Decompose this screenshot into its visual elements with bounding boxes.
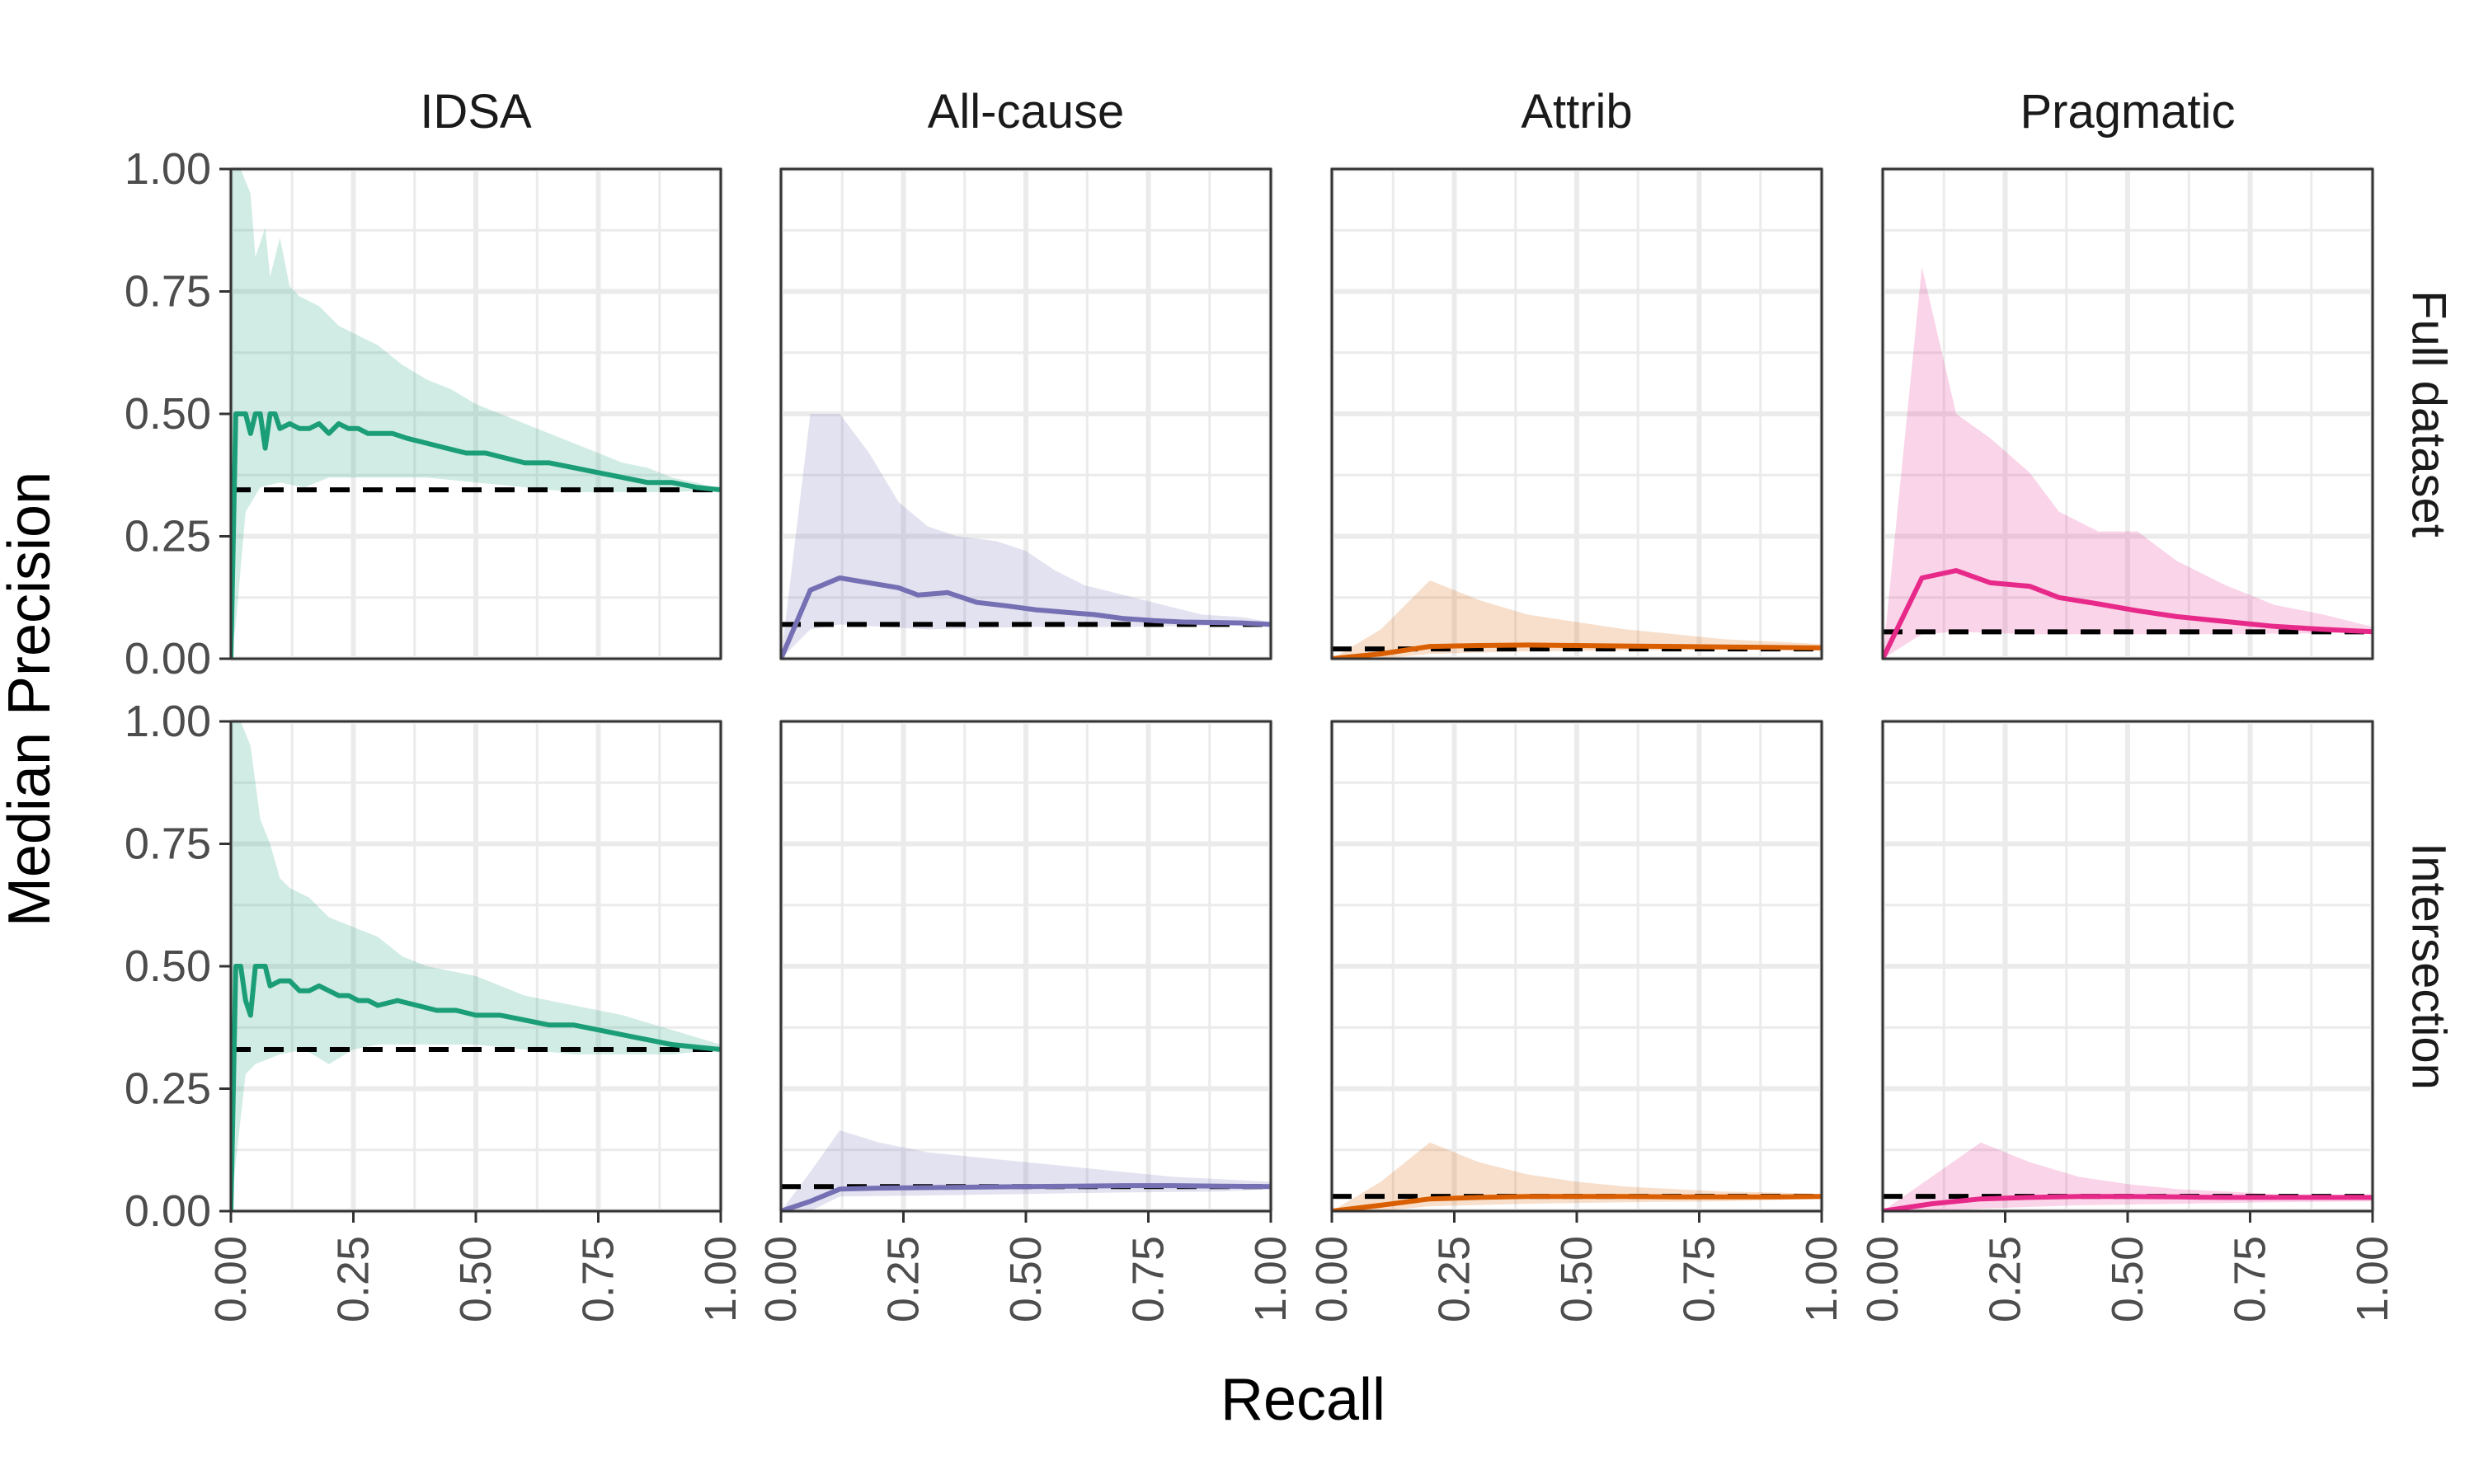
- x-tick-label: 0.25: [1430, 1236, 1479, 1322]
- panel-content-all-cause-intersection: [781, 1130, 1271, 1211]
- x-tick-label: 0.75: [1675, 1236, 1724, 1322]
- ribbon-idsa-intersection: [231, 721, 721, 1211]
- y-tick-label: 0.25: [125, 512, 211, 561]
- y-tick-label: 0.50: [125, 389, 211, 439]
- median-line-attrib-full-dataset: [1332, 642, 1822, 659]
- panel-content-all-cause-full-dataset: [781, 414, 1271, 659]
- x-tick-label: 0.25: [879, 1236, 929, 1322]
- x-tick-label: 0.50: [1552, 1236, 1602, 1322]
- panel-border-attrib-full-dataset: [1330, 167, 1823, 660]
- panel-idsa-intersection: 0.00 0.25 0.50 0.75 1.00 0.00 0.25 0.50 0.75 1.00: [125, 697, 745, 1322]
- x-tick-label: 0.75: [574, 1236, 623, 1322]
- facet-column-label-all-cause: All-cause: [928, 85, 1125, 139]
- x-tick-label: 0.00: [1858, 1236, 1907, 1322]
- x-tick-label: 0.25: [329, 1236, 379, 1322]
- y-tick-label: 0.75: [125, 267, 211, 317]
- x-tick-label: 1.00: [1246, 1236, 1296, 1322]
- ribbon-all-cause-intersection: [781, 1130, 1271, 1211]
- x-tick-label: 0.75: [1124, 1236, 1174, 1322]
- y-tick-label: 0.00: [125, 1186, 211, 1236]
- x-tick-label: 0.00: [206, 1236, 256, 1322]
- x-tick-label: 0.50: [1001, 1236, 1051, 1322]
- panel-content-attrib-full-dataset: [1332, 580, 1822, 659]
- median-line-pragmatic-intersection: [1883, 1194, 2373, 1211]
- panel-content-idsa-intersection: [231, 721, 721, 1211]
- ribbon-idsa-full-dataset: [231, 169, 721, 659]
- y-tick-label: 1.00: [125, 697, 211, 746]
- panels-layer: IDSA 0.00 0.25 0.50 0.75 1.00 All-cause Attrib P…: [125, 85, 2456, 1322]
- panel-content-attrib-intersection: [1332, 1142, 1822, 1211]
- panel-idsa-full-dataset: IDSA 0.00 0.25 0.50 0.75 1.00: [125, 85, 723, 683]
- y-tick-label: 0.00: [125, 634, 211, 683]
- facet-column-label-idsa: IDSA: [420, 85, 532, 139]
- ribbon-attrib-full-dataset: [1332, 580, 1822, 659]
- ribbon-all-cause-full-dataset: [781, 414, 1271, 659]
- facet-column-label-attrib: Attrib: [1521, 85, 1632, 139]
- panel-content-idsa-full-dataset: [231, 169, 721, 659]
- x-tick-label: 1.00: [2348, 1236, 2397, 1322]
- panel-attrib-full-dataset: Attrib: [1329, 85, 1824, 661]
- y-tick-label: 0.50: [125, 942, 211, 991]
- x-tick-label: 0.75: [2226, 1236, 2275, 1322]
- panel-pragmatic-full-dataset: Pragmatic Full dataset: [1880, 85, 2456, 661]
- x-tick-label: 1.00: [1797, 1236, 1846, 1322]
- facet-row-label-full-dataset: Full dataset: [2402, 290, 2456, 538]
- x-tick-label: 0.00: [1307, 1236, 1357, 1322]
- median-line-idsa-full-dataset: [231, 411, 721, 659]
- panel-attrib-intersection: 0.00 0.25 0.50 0.75 1.00: [1307, 719, 1846, 1322]
- panel-content-pragmatic-intersection: [1883, 1142, 2373, 1211]
- y-tick-label: 1.00: [125, 144, 211, 194]
- panel-all-cause-intersection: 0.00 0.25 0.50 0.75 1.00: [756, 719, 1296, 1322]
- x-tick-label: 0.50: [2103, 1236, 2152, 1322]
- ribbon-pragmatic-full-dataset: [1883, 266, 2373, 659]
- panel-all-cause-full-dataset: All-cause: [778, 85, 1273, 661]
- panel-border-pragmatic-full-dataset: [1881, 167, 2374, 660]
- x-tick-label: 1.00: [696, 1236, 745, 1322]
- x-tick-label: 0.25: [1981, 1236, 2030, 1322]
- y-tick-label: 0.25: [125, 1064, 211, 1114]
- x-tick-label: 0.50: [451, 1236, 501, 1322]
- facet-row-label-intersection: Intersection: [2402, 843, 2456, 1090]
- median-line-idsa-intersection: [231, 964, 721, 1211]
- median-line-all-cause-intersection: [781, 1183, 1271, 1211]
- y-tick-label: 0.75: [125, 819, 211, 869]
- panel-content-pragmatic-full-dataset: [1883, 266, 2373, 659]
- median-line-all-cause-full-dataset: [781, 575, 1271, 659]
- x-axis-label: Recall: [1221, 1367, 1385, 1433]
- y-axis-label: Median Precision: [0, 472, 63, 927]
- median-line-attrib-intersection: [1332, 1194, 1822, 1211]
- facet-column-label-pragmatic: Pragmatic: [2020, 85, 2235, 139]
- panel-pragmatic-intersection: Intersection 0.00 0.25 0.50 0.75 1.00: [1858, 719, 2456, 1322]
- panel-border-all-cause-full-dataset: [779, 167, 1272, 660]
- median-line-pragmatic-full-dataset: [1883, 568, 2373, 659]
- x-tick-label: 0.00: [756, 1236, 806, 1322]
